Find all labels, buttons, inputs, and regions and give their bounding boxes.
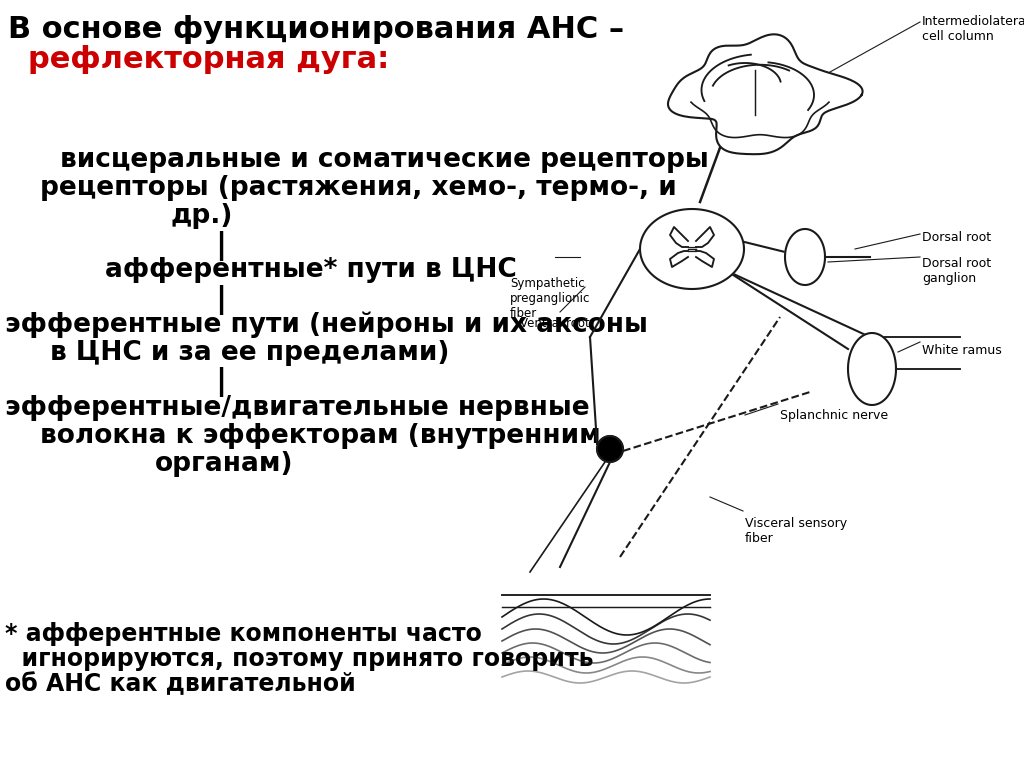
Text: White ramus: White ramus (922, 344, 1001, 357)
Text: Dorsal root
ganglion: Dorsal root ganglion (922, 257, 991, 285)
Polygon shape (785, 229, 825, 285)
Text: в ЦНС и за ее пределами): в ЦНС и за ее пределами) (50, 340, 450, 366)
Text: рефлекторная дуга:: рефлекторная дуга: (28, 45, 389, 74)
Text: |: | (215, 285, 226, 315)
Text: |: | (215, 367, 226, 397)
Text: афферентные* пути в ЦНС: афферентные* пути в ЦНС (105, 257, 517, 283)
Text: Sympathetic
preganglionic
fiber: Sympathetic preganglionic fiber (510, 277, 591, 320)
Text: * афферентные компоненты часто: * афферентные компоненты часто (5, 622, 482, 646)
Text: |: | (215, 231, 226, 261)
Text: об АНС как двигательной: об АНС как двигательной (5, 672, 355, 696)
Text: Ventral root: Ventral root (520, 317, 590, 330)
Text: Dorsal root: Dorsal root (922, 231, 991, 244)
Text: Intermediolateral
cell column: Intermediolateral cell column (922, 15, 1024, 43)
Text: рецепторы (растяжения, хемо-, термо-, и: рецепторы (растяжения, хемо-, термо-, и (40, 175, 677, 201)
Text: Visceral sensory
fiber: Visceral sensory fiber (745, 517, 847, 545)
Polygon shape (848, 333, 896, 405)
Polygon shape (668, 35, 862, 154)
Polygon shape (597, 436, 623, 462)
Text: В основе функционирования АНС –: В основе функционирования АНС – (8, 15, 624, 44)
Text: Splanchnic nerve: Splanchnic nerve (780, 409, 888, 422)
Polygon shape (640, 209, 744, 289)
Text: игнорируются, поэтому принято говорить: игнорируются, поэтому принято говорить (5, 647, 594, 671)
Text: волокна к эффекторам (внутренним: волокна к эффекторам (внутренним (40, 423, 601, 449)
Text: органам): органам) (155, 451, 294, 477)
Text: др.): др.) (170, 203, 232, 229)
Text: эфферентные/двигательные нервные: эфферентные/двигательные нервные (5, 395, 590, 421)
Text: висцеральные и соматические рецепторы: висцеральные и соматические рецепторы (60, 147, 709, 173)
Text: эфферентные пути (нейроны и их аксоны: эфферентные пути (нейроны и их аксоны (5, 312, 648, 338)
